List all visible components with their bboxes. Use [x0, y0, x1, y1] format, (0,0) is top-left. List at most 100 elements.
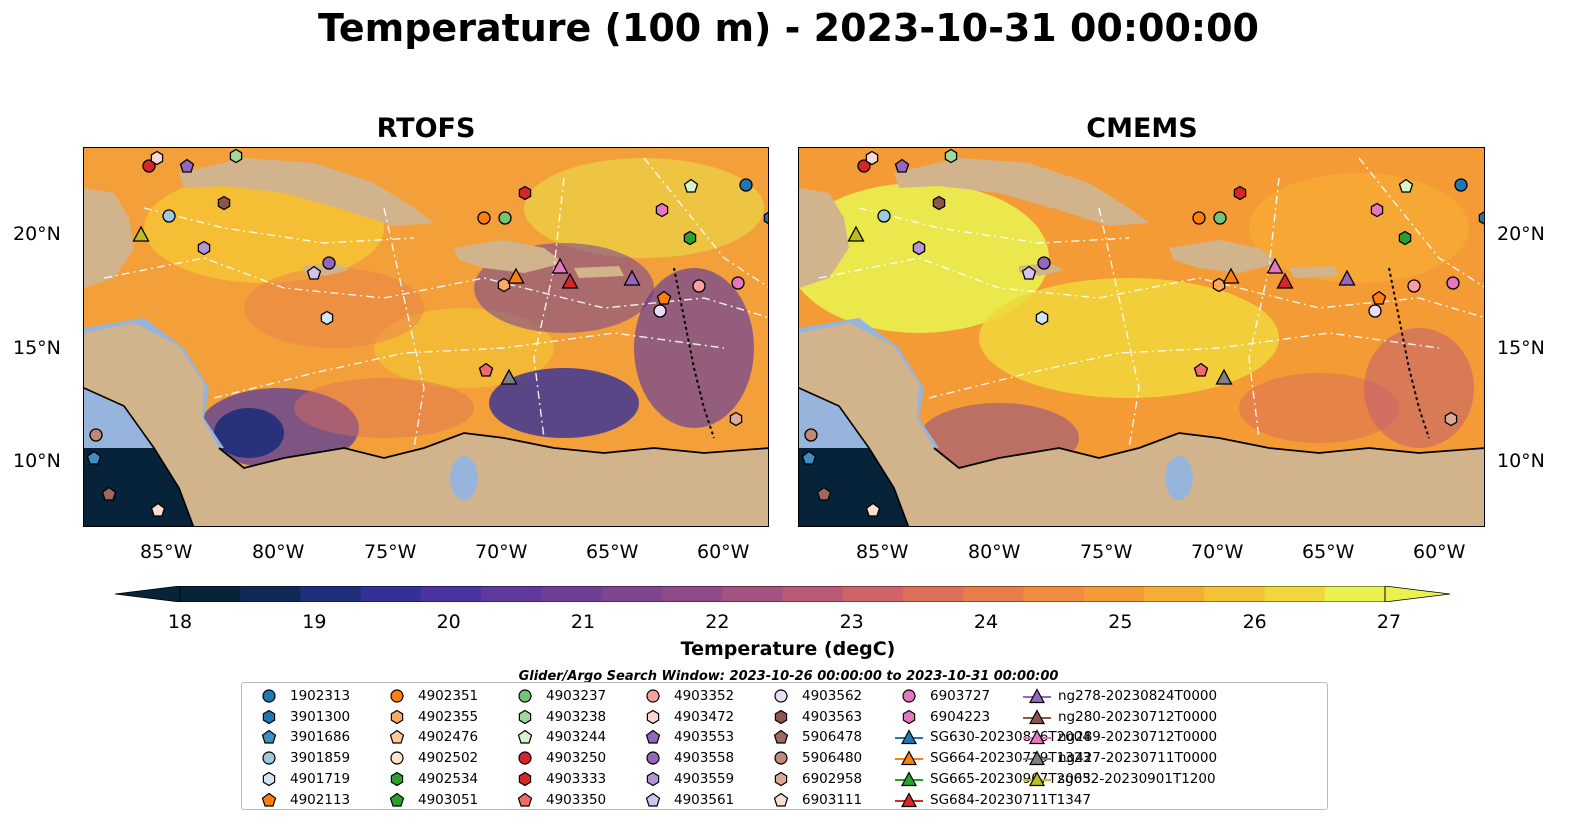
map-panel-cmems [798, 147, 1485, 527]
float-marker [1371, 290, 1387, 305]
float-marker [217, 195, 231, 211]
legend-item-label: 4903350 [546, 791, 607, 808]
pentagon-marker-icon [645, 730, 661, 744]
lon-label-p2-70: 70°W [1191, 541, 1244, 563]
legend-item: 4901719 [254, 770, 350, 788]
triangle-marker-icon [1023, 708, 1051, 724]
float-marker [653, 304, 667, 318]
legend-item: 4902355 [382, 708, 478, 726]
float-marker [692, 279, 706, 293]
hexagon-marker-icon [390, 771, 404, 786]
float-marker [804, 428, 818, 442]
lat-label-left-20: 20°N [13, 223, 61, 245]
float-marker [865, 150, 879, 166]
colorbar-segment [180, 586, 241, 602]
hexagon-marker-icon [262, 771, 276, 786]
float-marker [500, 368, 518, 385]
float-marker [322, 256, 336, 270]
legend-item-label: 3901859 [290, 750, 351, 767]
float-marker [1478, 211, 1484, 225]
legend-item: SG684-20230711T1347 [894, 791, 1091, 809]
float-marker [498, 211, 512, 225]
float-marker [507, 267, 525, 284]
legend-item-label: 4902351 [418, 688, 479, 704]
pentagon-marker-icon [645, 792, 661, 807]
float-marker [847, 225, 865, 242]
float-marker [1444, 411, 1458, 427]
legend-item: 3901859 [254, 749, 350, 767]
legend-item-label: 4903250 [546, 750, 607, 767]
colorbar-segment [300, 586, 362, 602]
colorbar-tick-label: 23 [839, 611, 864, 633]
circle-marker-icon [390, 689, 404, 703]
circle-marker-icon [518, 751, 532, 765]
float-marker [1215, 368, 1233, 385]
colorbar-tick-label: 19 [302, 611, 327, 633]
colorbar-segment [1264, 586, 1326, 602]
hexagon-marker-icon [646, 709, 660, 724]
legend-item: ng427-20230711T0000 [1022, 749, 1217, 767]
float-marker [162, 209, 176, 223]
lat-label-left-15: 15°N [13, 337, 61, 359]
float-marker [944, 148, 958, 164]
legend-item: 3901686 [254, 728, 350, 746]
map-rtofs-svg [84, 148, 768, 526]
colorbar-segment [1023, 586, 1085, 602]
float-marker [1398, 230, 1412, 246]
colorbar-segment [1324, 586, 1386, 602]
lat-label-right-20: 20°N [1497, 223, 1545, 245]
legend-item-label: 4902534 [418, 770, 479, 787]
legend-item: 4903472 [638, 708, 734, 726]
pentagon-marker-icon [389, 792, 405, 807]
lon-label-p1-80: 80°W [252, 541, 305, 563]
lat-label-right-10: 10°N [1497, 450, 1545, 472]
float-marker [1233, 185, 1247, 201]
hexagon-marker-icon [902, 709, 916, 724]
colorbar-tick-label: 22 [705, 611, 730, 633]
legend-item-label: 5906480 [802, 750, 863, 767]
float-marker [739, 178, 753, 192]
legend-item-label: 6903111 [802, 791, 863, 808]
pentagon-marker-icon [517, 730, 533, 744]
float-marker [1192, 211, 1206, 225]
float-marker [865, 502, 881, 517]
colorbar-tick-label: 27 [1376, 611, 1402, 633]
legend-item: 4903559 [638, 770, 734, 788]
legend-item-label: ng278-20230824T0000 [1058, 688, 1218, 704]
float-marker [1037, 256, 1051, 270]
legend-item-label: 4903472 [674, 708, 735, 725]
lon-label-p1-65: 65°W [586, 541, 639, 563]
colorbar-segment [1083, 586, 1145, 602]
pentagon-marker-icon [261, 792, 277, 807]
triangle-marker-icon [895, 771, 923, 786]
legend-item: 4903237 [510, 687, 606, 705]
float-marker [179, 158, 195, 173]
lon-label-p2-75: 75°W [1080, 541, 1133, 563]
colorbar-segment [662, 586, 723, 602]
colorbar-segment [1144, 586, 1205, 602]
legend-item: 3901300 [254, 708, 350, 726]
float-marker [1370, 202, 1384, 218]
colorbar-segment [842, 586, 904, 602]
legend-item: 4902351 [382, 687, 478, 705]
legend-item-label: 4903559 [674, 770, 735, 787]
colorbar-tick-label: 26 [1242, 611, 1267, 633]
lon-label-p2-80: 80°W [968, 541, 1021, 563]
lat-label-right-15: 15°N [1497, 337, 1545, 359]
legend-item-label: 4902476 [418, 729, 479, 746]
legend-item: 4903563 [766, 708, 862, 726]
float-marker [816, 486, 832, 501]
lat-label-left-10: 10°N [13, 450, 61, 472]
float-marker [683, 230, 697, 246]
legend-item: SG664-20230719T1323 [894, 749, 1091, 767]
legend-item-label: 6902958 [802, 770, 863, 787]
float-marker [229, 148, 243, 164]
pentagon-marker-icon [389, 730, 405, 744]
pentagon-marker-icon [773, 730, 789, 744]
circle-marker-icon [902, 689, 916, 703]
float-marker [1338, 269, 1356, 286]
legend-item: 4903558 [638, 749, 734, 767]
float-marker [894, 158, 910, 173]
circle-marker-icon [390, 751, 404, 765]
legend-item: 4903553 [638, 728, 734, 746]
